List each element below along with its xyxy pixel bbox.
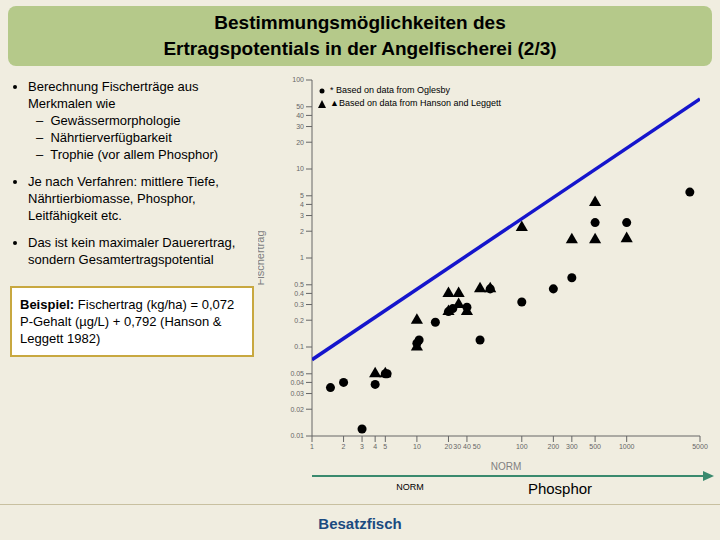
svg-text:Fischertrag: Fischertrag: [258, 230, 266, 285]
html-text:NORM: NORM: [396, 482, 424, 492]
svg-text:2: 2: [300, 228, 304, 235]
svg-text:10: 10: [413, 443, 421, 450]
html-text:Berechnung Fischerträge aus Me: Berechnung Fischerträge aus Merkmalen wi…: [28, 79, 199, 111]
html-text:Das ist kein maximaler Dauerer: Das ist kein maximaler Dauerertrag, sond…: [28, 235, 236, 267]
svg-text:5: 5: [300, 192, 304, 199]
svg-text:20: 20: [445, 443, 453, 450]
html-text:* Based on data from Oglesby: * Based on data from Oglesby: [330, 85, 451, 95]
html-text:Ertragspotentials in der Angel: Ertragspotentials in der Angelfischerei …: [163, 38, 557, 59]
svg-text:2: 2: [342, 443, 346, 450]
html-text:▲Based on data from Hanson and: ▲Based on data from Hanson and Leggett: [330, 98, 501, 108]
svg-text:5000: 5000: [692, 443, 708, 450]
svg-text:0.4: 0.4: [294, 290, 304, 297]
svg-text:3: 3: [360, 443, 364, 450]
svg-text:1000: 1000: [619, 443, 635, 450]
svg-text:1: 1: [300, 254, 304, 261]
svg-text:4: 4: [300, 201, 304, 208]
html-text:Besatzfisch: Besatzfisch: [318, 514, 402, 532]
svg-text:100: 100: [516, 443, 528, 450]
svg-text:0.03: 0.03: [290, 390, 304, 397]
svg-text:100: 100: [292, 76, 304, 83]
html-text:Beispiel: Fischertrag (kg/ha): Beispiel: Fischertrag (kg/ha) = 0,072 P-…: [20, 297, 235, 346]
svg-text:20: 20: [296, 139, 304, 146]
svg-text:0.04: 0.04: [290, 379, 304, 386]
svg-text:0.5: 0.5: [294, 281, 304, 288]
html-text:Phosphor: Phosphor: [527, 480, 593, 497]
svg-text:3: 3: [300, 212, 304, 219]
svg-text:0.01: 0.01: [290, 432, 304, 439]
html-text:Bestimmungsmöglichkeiten des: Bestimmungsmöglichkeiten des: [214, 12, 506, 33]
svg-text:1: 1: [310, 443, 314, 450]
html-text:Je nach Verfahren: mittlere Ti: Je nach Verfahren: mittlere Tiefe, Nährt…: [28, 174, 219, 223]
svg-text:0.3: 0.3: [294, 301, 304, 308]
svg-text:4: 4: [373, 443, 377, 450]
svg-text:10: 10: [296, 165, 304, 172]
svg-text:40: 40: [296, 112, 304, 119]
html-text:– Trophie (vor allem Phosphor): – Trophie (vor allem Phosphor): [36, 147, 219, 162]
html-text:– Gewässermorphologie: – Gewässermorphologie: [36, 113, 181, 128]
svg-text:500: 500: [589, 443, 601, 450]
svg-text:0.1: 0.1: [294, 343, 304, 350]
svg-text:0.2: 0.2: [294, 317, 304, 324]
svg-text:5: 5: [383, 443, 387, 450]
svg-text:NORM: NORM: [491, 461, 522, 472]
svg-text:0.05: 0.05: [290, 370, 304, 377]
html-text:– Nährtierverfügbarkeit: – Nährtierverfügbarkeit: [36, 130, 172, 145]
svg-text:200: 200: [548, 443, 560, 450]
svg-text:0.02: 0.02: [290, 406, 304, 413]
svg-text:300: 300: [566, 443, 578, 450]
svg-text:30 40 50: 30 40 50: [453, 443, 480, 450]
svg-text:30: 30: [296, 123, 304, 130]
svg-text:50: 50: [296, 103, 304, 110]
